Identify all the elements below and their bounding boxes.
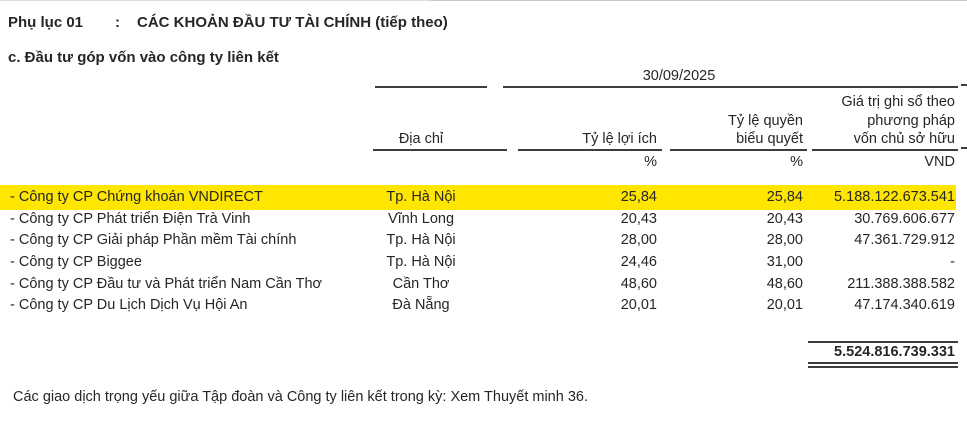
- column-header-address: Địa chỉ: [398, 131, 444, 147]
- column-header-carrying-value-line3: vốn chủ sở hữu: [853, 131, 955, 147]
- total-rule-top: [808, 341, 958, 343]
- voting-cell: 48,60: [766, 275, 803, 292]
- scan-edge-artifact: [961, 147, 967, 149]
- scan-edge-artifact: [961, 84, 967, 86]
- highlight-band: [0, 185, 956, 210]
- value-cell: 47.174.340.619: [854, 297, 955, 314]
- company-name-cell: - Công ty CP Chứng khoán VNDIRECT: [10, 189, 263, 205]
- value-cell: 211.388.388.582: [847, 275, 955, 292]
- interest-cell: 20,43: [620, 210, 657, 227]
- interest-cell: 28,00: [620, 232, 657, 249]
- address-cell: Tp. Hà Nội: [386, 254, 456, 271]
- column-header-voting-line1: Tỷ lệ quyền: [728, 112, 803, 129]
- appendix-separator: :: [115, 14, 120, 31]
- associates-table: - Công ty CP Chứng khoán VNDIRECT Tp. Hà…: [0, 187, 955, 317]
- value-cell: 30.769.606.677: [854, 210, 955, 227]
- voting-cell: 28,00: [766, 232, 803, 249]
- section-title: c. Đầu tư góp vốn vào công ty liên kết: [8, 49, 279, 66]
- value-cell: -: [950, 254, 955, 271]
- table-row: - Công ty CP Đầu tư và Phát triển Nam Cầ…: [0, 274, 955, 296]
- company-name-cell: - Công ty CP Du Lịch Dịch Vụ Hội An: [10, 297, 248, 314]
- table-rule: [375, 86, 487, 88]
- total-value: 5.524.816.739.331: [834, 344, 955, 360]
- value-cell: 5.188.122.673.541: [834, 189, 955, 205]
- address-cell: Cần Thơ: [392, 275, 450, 292]
- voting-cell: 20,01: [766, 297, 803, 314]
- table-rule: [670, 149, 807, 151]
- column-header-carrying-value-line2: phương pháp: [867, 112, 955, 129]
- scan-edge-artifact: [430, 0, 967, 1]
- table-rule: [518, 149, 662, 151]
- interest-cell: 48,60: [620, 275, 657, 292]
- address-cell: Tp. Hà Nội: [386, 189, 456, 205]
- unit-voting: %: [790, 153, 803, 170]
- address-cell: Đà Nẵng: [392, 297, 450, 314]
- unit-carrying-value: VND: [924, 153, 955, 170]
- address-cell: Vĩnh Long: [387, 210, 455, 227]
- address-cell: Tp. Hà Nội: [386, 232, 456, 249]
- table-row: - Công ty CP Giải pháp Phần mềm Tài chín…: [0, 230, 955, 252]
- total-rule-double-2: [808, 365, 958, 368]
- company-name-cell: - Công ty CP Biggee: [10, 254, 142, 271]
- appendix-title: CÁC KHOẢN ĐẦU TƯ TÀI CHÍNH (tiếp theo): [137, 14, 448, 31]
- interest-cell: 20,01: [620, 297, 657, 314]
- value-cell: 47.361.729.912: [854, 232, 955, 249]
- footnote-text: Các giao dịch trọng yếu giữa Tập đoàn và…: [13, 389, 588, 405]
- voting-cell: 20,43: [766, 210, 803, 227]
- interest-cell: 25,84: [620, 189, 657, 205]
- table-row: - Công ty CP Phát triển Điện Trà Vinh Vĩ…: [0, 209, 955, 231]
- unit-interest: %: [644, 153, 657, 170]
- company-name-cell: - Công ty CP Phát triển Điện Trà Vinh: [10, 210, 251, 227]
- column-header-voting-line2: biểu quyết: [736, 131, 803, 147]
- interest-cell: 24,46: [620, 254, 657, 271]
- column-header-carrying-value-line1: Giá trị ghi sổ theo: [841, 94, 955, 110]
- appendix-label: Phụ lục 01: [8, 14, 84, 31]
- company-name-cell: - Công ty CP Đầu tư và Phát triển Nam Cầ…: [10, 275, 323, 292]
- table-rule: [503, 86, 958, 88]
- table-row: - Công ty CP Du Lịch Dịch Vụ Hội An Đà N…: [0, 295, 955, 317]
- period-date: 30/09/2025: [642, 68, 716, 84]
- table-row: - Công ty CP Biggee Tp. Hà Nội 24,46 31,…: [0, 252, 955, 274]
- table-rule: [812, 149, 958, 151]
- table-rule: [373, 149, 507, 151]
- voting-cell: 25,84: [766, 189, 803, 205]
- company-name-cell: - Công ty CP Giải pháp Phần mềm Tài chín…: [10, 232, 297, 249]
- table-row: - Công ty CP Chứng khoán VNDIRECT Tp. Hà…: [0, 187, 955, 209]
- voting-cell: 31,00: [766, 254, 803, 271]
- total-rule-double-1: [808, 361, 958, 364]
- column-header-interest: Tỷ lệ lợi ích: [582, 131, 657, 147]
